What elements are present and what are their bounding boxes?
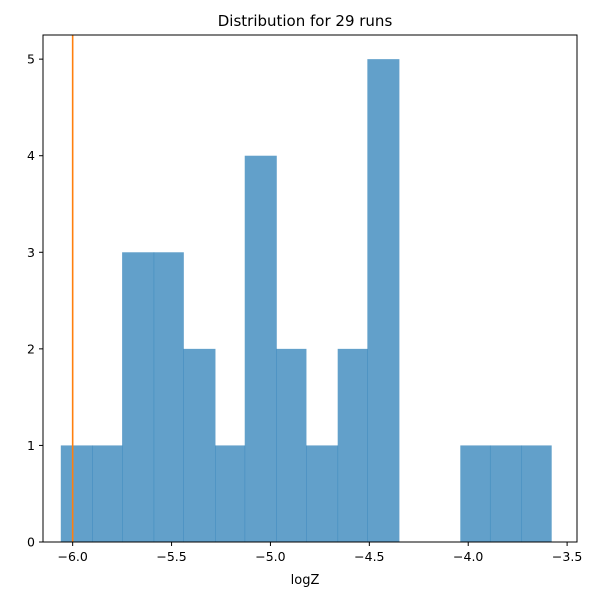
- x-tick-label-0: −6.0: [57, 549, 87, 564]
- x-tick-label-4: −4.0: [453, 549, 483, 564]
- histogram-bar-7: [276, 348, 307, 542]
- histogram-bar-0: [60, 445, 93, 542]
- x-tick-label-2: −5.0: [255, 549, 285, 564]
- histogram-bar-5: [215, 445, 246, 542]
- histogram-bar-14: [489, 445, 523, 542]
- x-tick-label-1: −5.5: [156, 549, 186, 564]
- histogram-bar-13: [460, 445, 491, 542]
- histogram-bar-4: [183, 348, 216, 542]
- histogram-bar-2: [122, 252, 155, 543]
- histogram-bar-15: [521, 445, 552, 542]
- x-tick-label-5: −3.5: [552, 549, 582, 564]
- histogram-bar-8: [306, 445, 339, 542]
- x-ticks-layer: −6.0 −5.5 −5.0 −4.5 −4.0 −3.5: [57, 542, 582, 564]
- chart-title: Distribution for 29 runs: [218, 12, 393, 30]
- y-ticks-layer: 0 1 2 3 4 5: [27, 52, 43, 550]
- y-tick-label-5: 5: [27, 52, 35, 67]
- histogram-bar-10: [367, 59, 400, 543]
- y-tick-label-4: 4: [27, 148, 35, 163]
- histogram-bar-9: [337, 348, 368, 542]
- bars-layer: [60, 59, 552, 543]
- y-tick-label-1: 1: [27, 438, 35, 453]
- x-axis-label: logZ: [291, 573, 320, 588]
- histogram-bar-3: [153, 252, 184, 543]
- x-tick-label-3: −4.5: [354, 549, 384, 564]
- plot-frame: [42, 34, 578, 543]
- histogram-bar-1: [92, 445, 123, 542]
- y-tick-label-0: 0: [27, 535, 35, 550]
- y-tick-label-2: 2: [27, 341, 35, 356]
- y-tick-label-3: 3: [27, 245, 35, 260]
- histogram-bar-6: [244, 155, 277, 542]
